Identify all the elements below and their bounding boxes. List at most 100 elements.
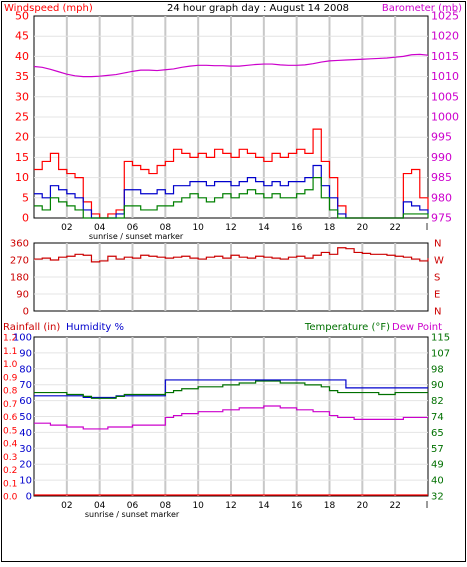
tick-label: 0 [22,212,29,225]
panel3-series [34,379,428,496]
rainfall-axis-label: Rainfall (in) [3,322,60,333]
tick-label: 995 [431,131,452,144]
tick-label: 40 [15,50,29,63]
tick-label: 1000 [431,111,459,124]
x-tick-label: 22 [389,501,400,511]
tick-label: 70 [19,380,32,391]
x-tick-label: 16 [291,501,303,511]
tick-label: 15 [15,151,29,164]
x-tick-label: 18 [324,223,336,233]
panel1-series [33,53,429,219]
tick-label: 10 [15,171,29,184]
tick-label: N [434,307,441,318]
tick-label: 0 [23,307,29,318]
x-tick-label: 08 [160,501,172,511]
tick-label: 360 [10,239,29,250]
tick-label: 60 [19,396,32,407]
tick-label: 82 [431,396,444,407]
x-end-label: l [426,501,429,511]
tick-label: 0.6 [3,413,18,423]
tick-label: 20 [19,460,32,471]
x-end-label: l [426,223,429,233]
tick-label: 65 [431,428,444,439]
tick-label: 0.1 [3,479,17,489]
tick-label: 0.4 [3,440,18,450]
tick-label: W [434,256,444,267]
tick-label: 1.2 [3,334,17,344]
tick-label: 0.9 [3,373,18,383]
x-tick-label: 20 [357,501,369,511]
x-tick-label: 10 [192,223,204,233]
x-tick-label: 12 [225,501,236,511]
tick-label: 1020 [431,30,459,43]
dewpoint-axis-label: Dew Point [392,322,442,333]
tick-label: 107 [431,348,450,359]
tick-label: 30 [19,444,32,455]
tick-label: 975 [431,212,452,225]
direction-line [34,247,429,263]
tick-label: 100 [13,333,32,344]
tick-label: 90 [16,290,29,301]
tick-label: 0.5 [3,426,17,436]
panel1-x-ticks: 02 04 06 08 10 12 14 16 18 20 22 l [61,223,428,233]
tick-label: 980 [431,191,452,204]
tick-label: 30 [15,90,29,103]
x-tick-label: 12 [225,223,236,233]
tick-label: S [434,273,440,284]
tick-label: 40 [19,428,32,439]
x-tick-label: 06 [127,501,139,511]
x-tick-label: 04 [94,223,106,233]
tick-label: 40 [431,476,444,487]
tick-label: 20 [15,131,29,144]
tick-label: 1015 [431,50,459,63]
tick-label: 49 [431,460,444,471]
panel1-right-ticks: 1025 1020 1015 1010 1005 1000 995 990 985 980 975 [431,10,459,225]
tick-label: 1025 [431,10,459,23]
gust-line [34,128,429,219]
x-tick-label: 22 [389,223,400,233]
tick-label: 1010 [431,70,459,83]
temperature-axis-label: Temperature (°F) [304,322,390,333]
tick-label: 0.0 [3,493,18,503]
humidity-temperature-panel: 1.21.11.00.90.80.70.60.50.40.30.20.10.0 … [3,333,450,520]
humidity-axis-label: Humidity % [66,322,124,333]
tick-label: 50 [19,412,32,423]
tick-label: 74 [431,412,444,423]
panel3-temperature-ticks: 115 107 98 90 82 74 65 57 49 40 32 [431,333,450,503]
sun-marker-label-1: sunrise / sunset marker [89,232,184,241]
x-tick-label: 02 [61,223,72,233]
barometer-axis-label: Barometer (mb) [382,3,462,14]
tick-label: 1.1 [3,347,17,357]
panel2-left-ticks: 360 270 180 90 0 [10,239,29,318]
x-tick-label: 08 [160,223,172,233]
humidity-line [34,379,428,399]
x-tick-label: 16 [291,223,303,233]
x-tick-label: 20 [357,223,369,233]
tick-label: 0 [26,492,32,503]
x-tick-label: 02 [61,501,72,511]
panel3-x-ticks: 02 04 06 08 10 12 14 16 18 20 22 l [61,501,428,511]
graph-title: 24 hour graph day : August 14 2008 [167,3,349,14]
low-line [34,177,429,219]
tick-label: E [434,290,440,301]
tick-label: 5 [22,191,29,204]
tick-label: 10 [19,476,32,487]
tick-label: 0.8 [3,387,18,397]
tick-label: 180 [10,273,29,284]
tick-label: 0.3 [3,453,17,463]
dewpoint-line [34,405,428,430]
tick-label: 985 [431,171,452,184]
x-tick-label: 18 [324,501,336,511]
barometer-line [33,53,429,78]
x-tick-label: 14 [258,223,270,233]
tick-label: 50 [15,10,29,23]
sun-marker-label-2: sunrise / sunset marker [85,510,180,519]
tick-label: 90 [431,380,444,391]
tick-label: 90 [19,348,32,359]
